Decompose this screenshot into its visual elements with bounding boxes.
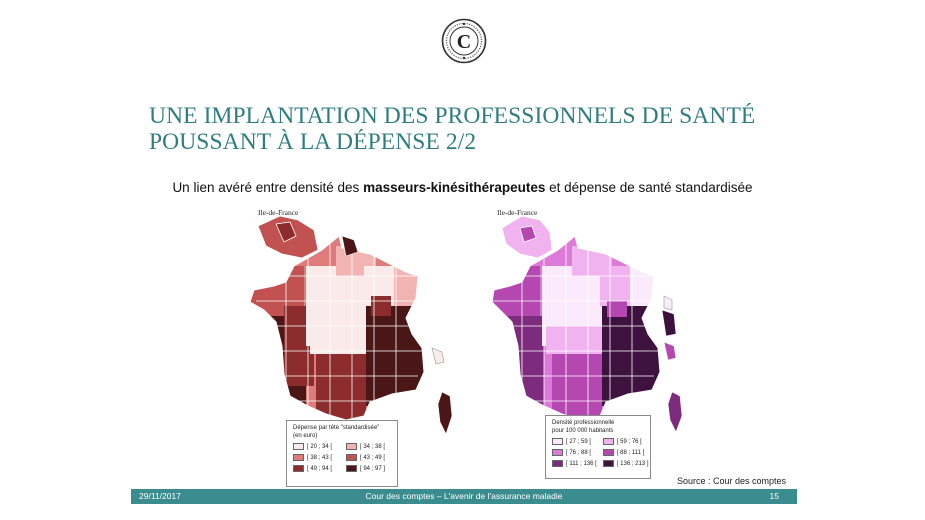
spending-legend-swatch [346,443,357,450]
subtitle-suffix: et dépense de santé standardisée [545,180,753,195]
density-legend-label: [ 136 ; 213 ] [616,460,649,467]
spending-legend-item: [ 38 ; 43 [ [293,454,340,461]
spending-legend-item: [ 20 ; 34 [ [293,443,340,450]
spending-legend-swatch [346,454,357,461]
density-legend: Densité professionnelle pour 100 000 hab… [545,415,651,479]
slide-title: UNE IMPLANTATION DES PROFESSIONNELS DE S… [149,103,755,155]
density-legend-label: [ 111 ; 136 [ [566,460,597,467]
subtitle-bold: masseurs-kinésithérapeutes [363,180,546,195]
footer-center: Cour des comptes – L'avenir de l'assuran… [365,491,563,501]
spending-legend-item: [ 43 ; 49 [ [346,454,393,461]
density-legend-swatch [552,460,563,467]
left-map-inset-label: Ile-de-France [258,208,299,217]
density-legend-item: [ 111 ; 136 [ [552,460,597,467]
density-legend-label: [ 76 ; 88 [ [566,449,592,456]
density-legend-swatch [602,438,614,445]
density-legend-items: [ 27 ; 59 [ [ 59 ; 76 [ [ 76 ; 88 [ [ 88 ; … [552,438,649,467]
left-map-regions [249,215,453,435]
spending-choropleth-map [249,215,453,435]
density-legend-label: [ 59 ; 76 [ [616,438,642,445]
spending-legend-item: [ 34 ; 38 [ [346,443,393,450]
density-legend-item: [ 136 ; 213 ] [602,460,649,467]
slide-title-line1: UNE IMPLANTATION DES PROFESSIONNELS DE S… [149,103,756,129]
slide-title-line2: POUSSANT À LA DÉPENSE 2/2 [149,129,477,155]
right-map-inset-label: Ile-de-France [497,208,538,217]
spending-legend-title-line2: (en euro) [293,432,318,439]
spending-legend-swatch [293,454,304,461]
density-legend-swatch [602,449,614,456]
spending-legend-swatch [293,465,304,472]
footer-date: 29/11/2017 [139,491,181,501]
spending-legend-item: [ 49 ; 94 [ [293,465,340,472]
density-legend-swatch [602,460,614,467]
spending-legend: Dépense par tête "standardisée" (en euro… [286,420,398,487]
density-legend-item: [ 59 ; 76 [ [602,438,649,445]
density-legend-swatch [552,449,563,456]
spending-legend-label: [ 20 ; 34 [ [307,443,333,450]
density-choropleth-map [492,215,683,433]
cour-des-comptes-logo: C [441,18,487,64]
subtitle-prefix: Un lien avéré entre densité des [172,180,364,195]
right-map-regions [492,215,683,433]
spending-legend-label: [ 34 ; 38 [ [360,443,386,450]
footer-bar: Cour des comptes – L'avenir de l'assuran… [131,489,797,504]
spending-legend-swatch [346,465,357,472]
svg-text:C: C [457,31,471,53]
spending-legend-label: [ 49 ; 94 [ [307,465,333,472]
source-note: Source : Cour des comptes [677,476,787,486]
footer-page-number: 15 [769,491,779,501]
spending-legend-label: [ 94 ; 97 ] [360,465,386,472]
density-legend-label: [ 88 ; 111 [ [616,449,645,456]
spending-legend-label: [ 38 ; 43 [ [307,454,333,461]
spending-legend-label: [ 43 ; 49 [ [360,454,386,461]
density-legend-title-line1: Densité professionnelle [552,420,615,426]
density-legend-title: Densité professionnelle pour 100 000 hab… [552,420,614,435]
density-legend-label: [ 27 ; 59 [ [566,438,592,445]
spending-legend-item: [ 94 ; 97 ] [346,465,393,472]
spending-legend-items: [ 20 ; 34 [ [ 34 ; 38 [ [ 38 ; 43 [ [ 43 ; … [293,443,393,472]
density-legend-item: [ 88 ; 111 [ [602,449,649,456]
spending-legend-title: Dépense par tête "standardisée" (en euro… [293,425,379,440]
density-legend-item: [ 27 ; 59 [ [552,438,597,445]
density-legend-title-line2: pour 100 000 habitants [552,427,614,434]
spending-legend-swatch [293,443,304,450]
density-legend-swatch [552,438,563,445]
slide-subtitle: Un lien avéré entre densité des masseurs… [0,180,925,195]
density-legend-item: [ 76 ; 88 [ [552,449,597,456]
spending-legend-title-line1: Dépense par tête "standardisée" [293,425,380,431]
